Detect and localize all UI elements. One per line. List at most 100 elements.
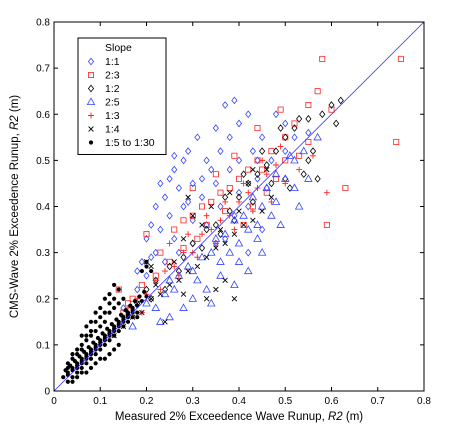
data-point [277,124,284,132]
x-tick-label: 0.1 [93,396,107,407]
data-point [254,174,261,183]
data-point [107,310,112,315]
data-point [180,249,187,256]
data-point [79,370,84,375]
data-point [198,203,205,210]
data-point [245,166,252,173]
data-point [93,352,98,357]
data-point [166,282,173,288]
data-point [268,179,275,188]
data-point [98,356,103,361]
data-point [86,345,91,350]
data-point [212,240,219,247]
data-point [134,295,141,302]
data-point [161,285,169,294]
data-point [202,284,211,293]
data-point [189,179,196,188]
data-point [282,133,289,142]
series-1-4 [111,166,275,339]
data-point [88,319,94,324]
data-point [143,231,150,238]
data-point [93,345,98,350]
data-point [84,354,89,359]
legend-label: 1:2 [105,83,120,95]
data-point [166,174,173,183]
data-point [139,309,145,316]
x-axis-label-unit: (m) [343,411,364,423]
data-point [268,148,275,155]
data-point [107,301,112,306]
data-point [107,292,112,297]
data-point [128,321,137,330]
data-point [314,88,321,95]
data-point [199,231,205,238]
data-point [130,308,135,313]
one-to-one-line [53,21,425,392]
data-point [98,347,103,352]
y-tick-label: 0.1 [36,340,50,351]
data-point [230,280,239,288]
data-point [138,258,145,266]
data-point [144,294,149,299]
y-tick-label: 0 [44,387,50,398]
data-point [105,326,110,331]
data-point [245,179,252,188]
data-point [70,368,75,373]
data-point [100,331,105,336]
data-point [142,289,147,294]
data-point [88,349,94,354]
data-point [212,179,219,188]
data-point [121,324,126,329]
legend-label: 1:5 to 1:30 [105,137,155,149]
legend-item: 1:3 [88,110,120,122]
data-point [157,291,164,297]
data-point [203,156,210,165]
data-point [203,254,210,260]
data-point [185,268,191,274]
data-point [91,340,96,345]
data-point [112,326,117,331]
data-point [116,342,121,347]
data-point [121,317,126,322]
data-point [109,322,114,327]
legend-marker [87,57,95,66]
x-axis-label: Measured 2% Exceedence Wave Runup, R2 (m… [115,411,363,423]
data-point [198,193,206,202]
data-point [152,202,159,211]
data-point [112,333,117,338]
data-point [328,101,335,109]
data-point [162,268,168,275]
data-point [342,185,349,192]
data-point [231,152,238,159]
y-tick-label: 0.8 [36,18,50,29]
data-point [213,245,219,251]
data-point [98,340,103,345]
data-point [231,226,238,233]
data-point [137,294,142,299]
data-point [231,96,238,105]
y-axis-label-unit: (m) [9,95,21,116]
data-point [84,338,89,343]
data-point [116,301,121,306]
data-point [328,106,335,113]
data-point [272,175,279,182]
data-point [263,161,270,169]
data-point [294,201,304,210]
data-point [88,356,94,361]
data-point [285,151,295,159]
legend-marker [88,112,94,119]
data-point [102,296,107,301]
data-point [234,238,244,247]
data-point [107,331,112,336]
legend-box [77,37,167,155]
data-point [305,128,312,137]
data-point [194,133,201,142]
data-point [121,296,126,301]
data-point [245,110,252,119]
data-point [151,303,161,311]
data-point [235,175,242,182]
data-marks [61,55,404,384]
data-point [135,315,140,320]
data-point [212,221,219,229]
data-point [282,180,289,187]
